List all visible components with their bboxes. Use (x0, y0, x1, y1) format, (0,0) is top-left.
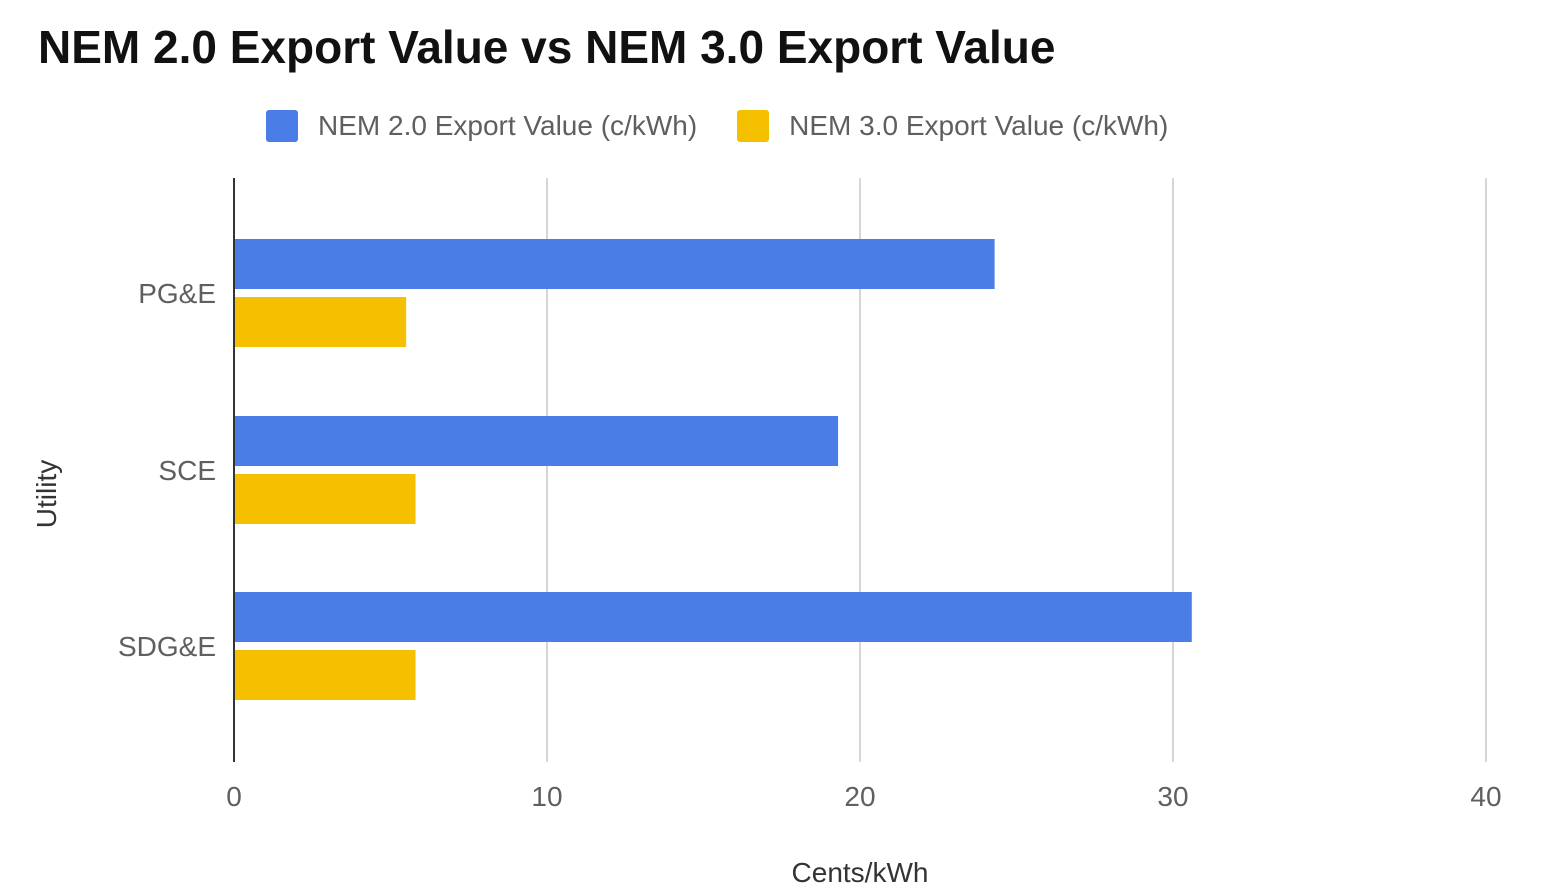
legend-swatch-nem2 (266, 110, 298, 142)
chart-title: NEM 2.0 Export Value vs NEM 3.0 Export V… (38, 21, 1056, 73)
bars (234, 239, 1192, 700)
legend-item-nem3: NEM 3.0 Export Value (c/kWh) (737, 110, 1168, 142)
legend-label-nem2: NEM 2.0 Export Value (c/kWh) (318, 110, 698, 141)
x-tick-label-30: 30 (1157, 781, 1188, 812)
x-tick-label-10: 10 (531, 781, 562, 812)
legend: NEM 2.0 Export Value (c/kWh) NEM 3.0 Exp… (266, 110, 1208, 142)
bar-sdg-e-series-1 (234, 592, 1192, 642)
y-axis-title: Utility (31, 460, 62, 528)
category-label: SDG&E (118, 631, 216, 662)
x-tick-label-20: 20 (844, 781, 875, 812)
bar-pg-e-series-2 (234, 297, 407, 347)
labels: 0 10 20 30 40 PG&E SCE SDG&E Cents/kWh Utility (31, 278, 1502, 888)
bar-sce-series-1 (234, 416, 839, 466)
legend-label-nem3: NEM 3.0 Export Value (c/kWh) (789, 110, 1169, 141)
category-label: SCE (158, 455, 216, 486)
x-tick-label-40: 40 (1470, 781, 1501, 812)
legend-item-nem2: NEM 2.0 Export Value (c/kWh) (266, 110, 697, 142)
bar-sce-series-2 (234, 474, 416, 524)
category-label: PG&E (138, 278, 216, 309)
x-axis-title: Cents/kWh (792, 857, 929, 888)
bar-sdg-e-series-2 (234, 650, 416, 700)
legend-swatch-nem3 (737, 110, 770, 142)
bar-pg-e-series-1 (234, 239, 995, 289)
x-tick-label-0: 0 (226, 781, 242, 812)
